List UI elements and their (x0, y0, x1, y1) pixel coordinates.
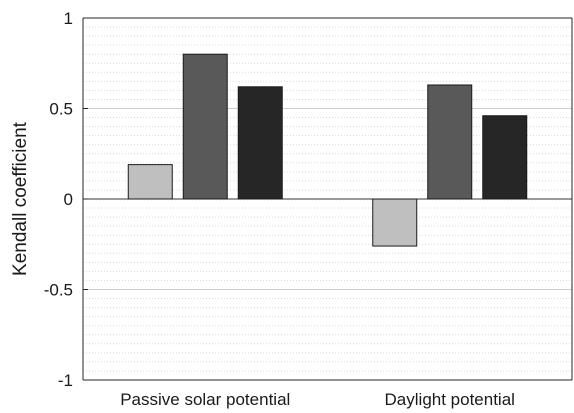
y-axis-title: Kendall coefficient (10, 121, 31, 276)
y-tick-label: 0.5 (49, 100, 73, 119)
y-tick-label: -1 (58, 371, 73, 390)
x-tick-label: Passive solar potential (120, 390, 290, 409)
bar (482, 115, 528, 200)
bar (237, 86, 283, 200)
y-tick-label: -0.5 (44, 281, 73, 300)
ticks-layer: Passive solar potential Daylight potentia… (44, 9, 515, 409)
y-tick-label: 0 (64, 190, 73, 209)
x-tick-label: Daylight potential (385, 390, 515, 409)
bar (427, 84, 473, 200)
bars-layer (127, 53, 528, 247)
grid-layer (83, 26, 572, 372)
bar (127, 164, 173, 200)
bar (372, 198, 418, 247)
bar (182, 53, 228, 200)
y-tick-label: 1 (64, 9, 73, 28)
